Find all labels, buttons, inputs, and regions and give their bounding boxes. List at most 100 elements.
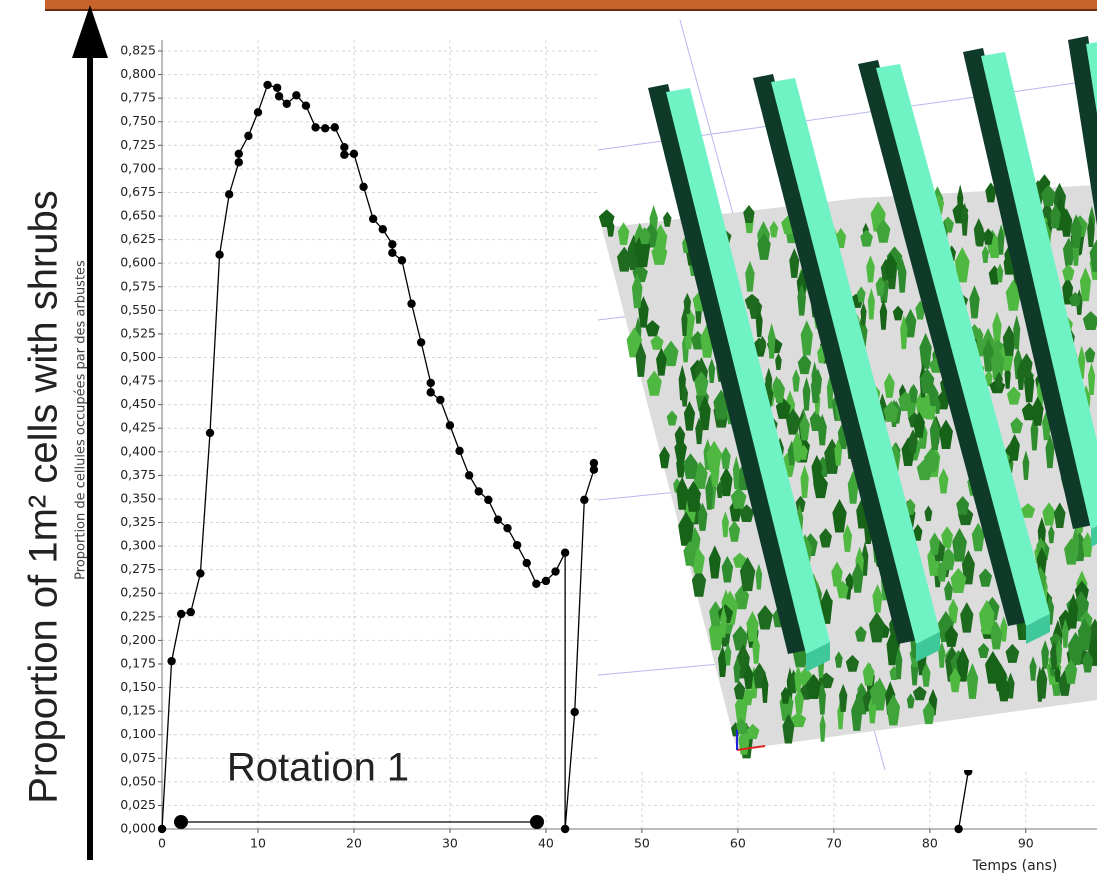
tree: [708, 358, 716, 384]
data-point: [512, 540, 522, 550]
tree: [720, 605, 727, 638]
tree: [676, 476, 689, 510]
tree: [739, 557, 756, 592]
tree: [869, 680, 884, 705]
tree: [852, 562, 864, 593]
tree: [811, 454, 823, 484]
tree: [941, 547, 956, 571]
data-point: [368, 214, 378, 224]
tree: [708, 545, 721, 579]
tree: [709, 600, 723, 627]
tree: [949, 667, 961, 693]
tree: [861, 541, 869, 576]
tree: [1064, 538, 1079, 565]
tree: [790, 712, 807, 728]
tree: [979, 599, 995, 635]
tree: [1048, 525, 1055, 544]
tree: [944, 625, 959, 647]
y-tick-label: 0,825: [120, 43, 156, 58]
tree: [802, 376, 811, 411]
tree: [952, 527, 967, 562]
data-point: [954, 824, 963, 834]
tree: [921, 662, 931, 687]
tree: [895, 646, 903, 680]
tree: [1010, 417, 1023, 434]
data-point: [205, 428, 215, 438]
tree: [1017, 359, 1025, 390]
x-axis-label: Temps (ans): [972, 858, 1058, 874]
tree: [666, 410, 678, 426]
tree: [617, 246, 632, 272]
tree: [699, 395, 711, 431]
tree: [1013, 314, 1021, 350]
data-point: [167, 656, 176, 666]
data-point: [378, 225, 387, 234]
tree: [663, 340, 679, 367]
y-tick-label: 0,025: [120, 797, 156, 812]
tree: [638, 227, 651, 245]
tree: [742, 686, 754, 706]
tree: [834, 651, 843, 668]
data-point: [560, 824, 570, 834]
tree: [939, 419, 953, 450]
tree: [617, 222, 630, 245]
tree: [1038, 665, 1048, 699]
tree: [961, 549, 975, 585]
stripe: [771, 78, 940, 644]
tree: [728, 520, 741, 542]
x-tick-label: 10: [250, 836, 266, 851]
tree: [1031, 396, 1044, 426]
tree: [1055, 638, 1063, 664]
tree: [982, 338, 994, 372]
tree: [820, 588, 833, 624]
tree: [886, 630, 898, 666]
tree: [732, 552, 747, 568]
data-point: [292, 91, 301, 100]
tree: [919, 368, 935, 394]
y-tick-label: 0,375: [120, 467, 156, 482]
tree: [799, 444, 808, 460]
tree: [860, 229, 873, 247]
data-point: [445, 421, 455, 430]
data-point: [551, 567, 560, 576]
tree: [651, 242, 668, 265]
x-tick-label: 50: [634, 836, 650, 851]
tree: [794, 665, 802, 692]
tree: [992, 311, 1002, 345]
y-tick-label: 0,800: [120, 66, 156, 81]
y-tick-label: 0,000: [120, 821, 156, 836]
y-tick-label: 0,575: [120, 278, 156, 293]
tree: [948, 598, 959, 624]
x-tick-label: 60: [730, 836, 746, 851]
data-point: [416, 338, 426, 347]
tree: [780, 686, 791, 704]
tree: [984, 369, 993, 387]
data-point: [532, 579, 541, 589]
tree: [1041, 640, 1049, 669]
tree: [842, 524, 853, 552]
x-tick-label: 40: [538, 836, 554, 851]
data-point: [426, 378, 435, 388]
tree: [919, 332, 932, 369]
tree: [800, 320, 813, 356]
tree: [676, 453, 686, 478]
tree: [799, 413, 810, 441]
y-tick-label: 0,175: [120, 655, 156, 670]
tree: [937, 561, 947, 582]
top-bar: [45, 0, 1097, 10]
tree: [916, 458, 933, 481]
y-tick-label: 0,650: [120, 208, 156, 223]
tree: [1069, 292, 1082, 307]
tree: [971, 522, 985, 552]
tree: [1005, 279, 1021, 311]
stripe-shadow: [963, 48, 1093, 529]
tree: [786, 408, 801, 435]
tree: [1067, 631, 1084, 665]
tree: [705, 475, 714, 510]
data-point: [436, 395, 445, 405]
tree: [832, 499, 847, 533]
tree: [845, 654, 860, 672]
y-tick-label: 0,550: [120, 302, 156, 317]
y-tick-label: 0,150: [120, 679, 156, 694]
tree: [1082, 650, 1094, 673]
